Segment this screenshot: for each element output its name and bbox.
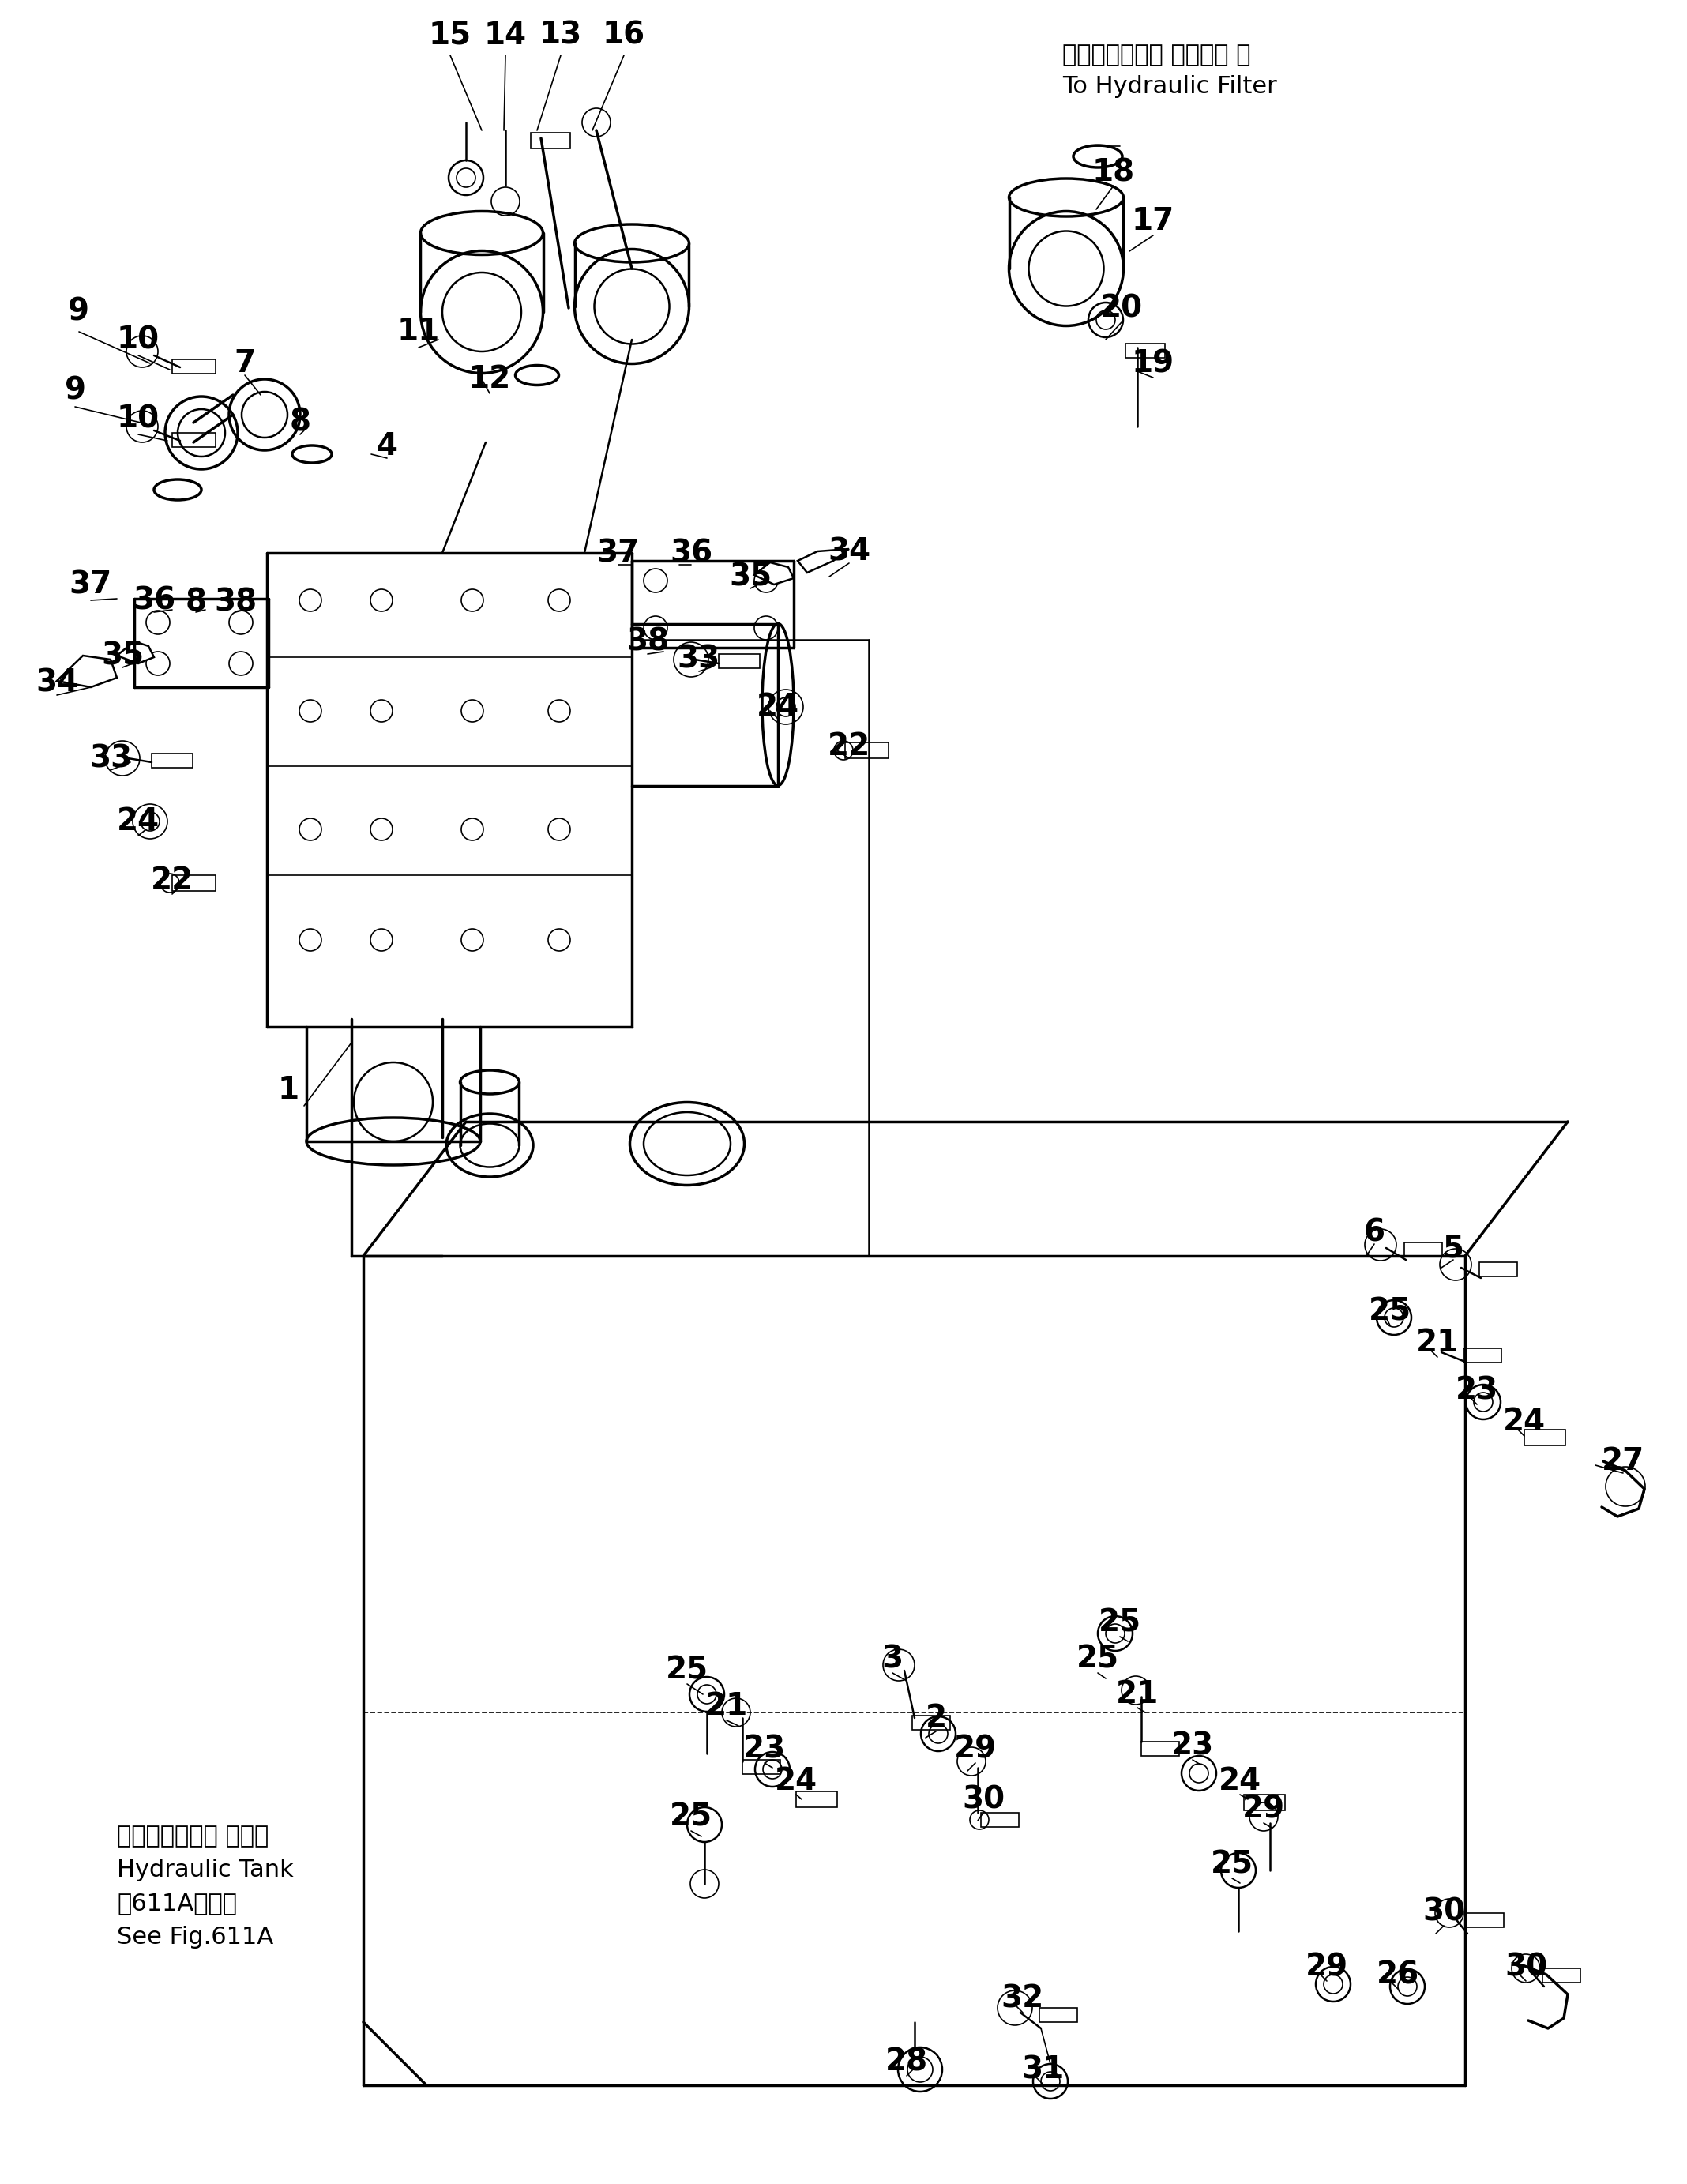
Text: 36: 36 [133,585,175,616]
Text: 28: 28 [886,2046,928,2077]
Text: 25: 25 [1368,1295,1412,1326]
Text: 23: 23 [1456,1376,1498,1404]
Text: 24: 24 [774,1767,818,1795]
Text: 25: 25 [1211,1850,1253,1878]
Text: 37: 37 [597,537,639,568]
Text: 33: 33 [89,743,132,773]
Text: 36: 36 [670,537,712,568]
Bar [719,653,759,668]
Bar [172,360,216,373]
Text: 23: 23 [1171,1730,1215,1760]
Text: 15: 15 [428,20,472,50]
Text: 27: 27 [1601,1446,1645,1476]
Bar [796,1791,837,1806]
Text: 7: 7 [234,347,255,378]
Bar [913,1717,950,1730]
Text: 25: 25 [666,1655,709,1686]
Text: 13: 13 [540,20,582,50]
Text: 20: 20 [1100,293,1142,323]
Text: 38: 38 [214,587,256,616]
Polygon shape [754,563,795,585]
Text: 35: 35 [101,640,143,670]
Text: 10: 10 [116,404,160,435]
Text: 16: 16 [602,20,646,50]
Text: 8: 8 [290,408,310,437]
Text: 34: 34 [828,537,870,566]
Text: 8: 8 [186,587,206,616]
Text: 32: 32 [1002,1983,1044,2014]
Text: 22: 22 [828,732,870,762]
Text: 4: 4 [376,430,398,461]
Bar [1464,1348,1501,1363]
Bar [1542,1968,1581,1983]
Text: 6: 6 [1363,1216,1385,1247]
Text: 29: 29 [1242,1793,1285,1824]
Polygon shape [116,642,154,664]
Bar [172,432,216,448]
Bar [1039,2007,1078,2022]
Bar [742,1760,781,1773]
Bar [1243,1795,1285,1811]
Bar [1125,343,1166,358]
Text: 21: 21 [1415,1328,1459,1358]
Text: 29: 29 [1306,1952,1348,1981]
Bar [152,753,192,769]
Text: 25: 25 [670,1802,712,1832]
Text: ハイドロリック タンク
Hydraulic Tank
第611A図参照
See Fig.611A: ハイドロリック タンク Hydraulic Tank 第611A図参照 See … [116,1824,294,1948]
Text: 2: 2 [924,1704,946,1732]
Text: 38: 38 [626,627,670,657]
Text: 26: 26 [1377,1959,1419,1990]
Text: 18: 18 [1091,157,1135,188]
Polygon shape [57,655,116,688]
Text: 12: 12 [469,365,511,393]
Text: 34: 34 [35,668,78,699]
Text: 25: 25 [1098,1607,1142,1638]
Text: 30: 30 [1422,1896,1464,1926]
Bar [1404,1243,1442,1256]
Bar [1479,1262,1517,1275]
Text: 21: 21 [1115,1679,1159,1710]
Text: 29: 29 [955,1734,997,1765]
Text: 14: 14 [484,20,526,50]
Text: ハイドロリック フィルタ へ
To Hydraulic Filter: ハイドロリック フィルタ へ To Hydraulic Filter [1063,44,1277,98]
Text: 11: 11 [396,317,440,347]
Text: 37: 37 [69,570,113,601]
Bar [1140,1741,1179,1756]
Polygon shape [798,548,849,572]
Text: 17: 17 [1132,205,1174,236]
Text: 24: 24 [1503,1406,1545,1437]
Bar [1525,1431,1566,1446]
Text: 24: 24 [756,692,800,723]
Text: 10: 10 [116,325,160,354]
Bar [172,876,216,891]
Text: 1: 1 [278,1075,299,1105]
Text: 30: 30 [1505,1952,1547,1981]
Text: 3: 3 [882,1645,903,1673]
Bar [980,1813,1019,1828]
Text: 35: 35 [729,561,771,592]
Text: 24: 24 [1218,1767,1262,1795]
Text: 9: 9 [64,376,86,406]
Text: 31: 31 [1021,2055,1064,2084]
Bar [845,743,889,758]
Bar [1466,1913,1503,1926]
Text: 9: 9 [67,297,89,328]
Text: 21: 21 [705,1690,747,1721]
Text: 24: 24 [116,806,160,836]
Text: 5: 5 [1442,1234,1464,1262]
Text: 23: 23 [742,1734,786,1765]
Text: 25: 25 [1076,1645,1118,1673]
Text: 22: 22 [150,865,194,895]
Text: 19: 19 [1132,347,1174,378]
Bar [531,133,570,149]
Text: 30: 30 [962,1784,1005,1815]
Text: 33: 33 [678,644,720,675]
